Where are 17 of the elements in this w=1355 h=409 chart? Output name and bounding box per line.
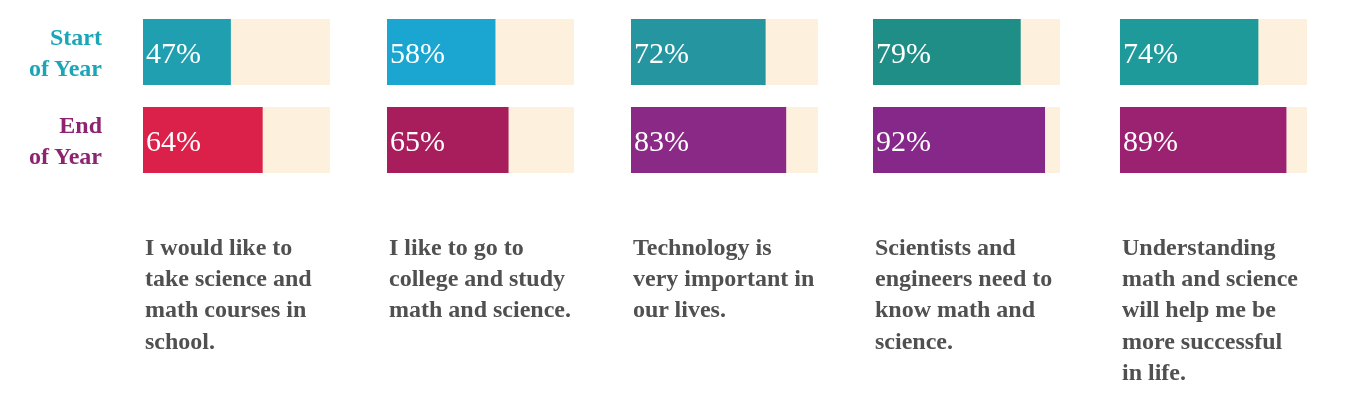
data-label: 83% bbox=[634, 123, 689, 157]
data-label: 58% bbox=[390, 35, 445, 69]
data-label: 79% bbox=[876, 35, 931, 69]
x-axis-title: Scientists and engineers need to know math and science. bbox=[875, 234, 1053, 354]
data-label: 72% bbox=[634, 35, 689, 69]
x-axis-title: I would like to take science and math courses in school. bbox=[145, 234, 313, 354]
data-label: 64% bbox=[146, 123, 201, 157]
data-label: 65% bbox=[390, 123, 445, 157]
x-axis-title: Technology is very important in our lives. bbox=[633, 234, 815, 323]
x-axis-title: I like to go to college and study math and science. bbox=[389, 234, 571, 323]
data-label: 89% bbox=[1123, 123, 1178, 157]
y-tick-label: End of Year bbox=[28, 111, 103, 169]
data-label: 47% bbox=[146, 35, 201, 69]
data-label: 92% bbox=[876, 123, 931, 157]
data-label: 74% bbox=[1123, 35, 1178, 69]
x-axis-title: Understanding math and science will help me be more successful in life. bbox=[1122, 234, 1299, 385]
y-tick-label: Start of Year bbox=[28, 23, 103, 81]
